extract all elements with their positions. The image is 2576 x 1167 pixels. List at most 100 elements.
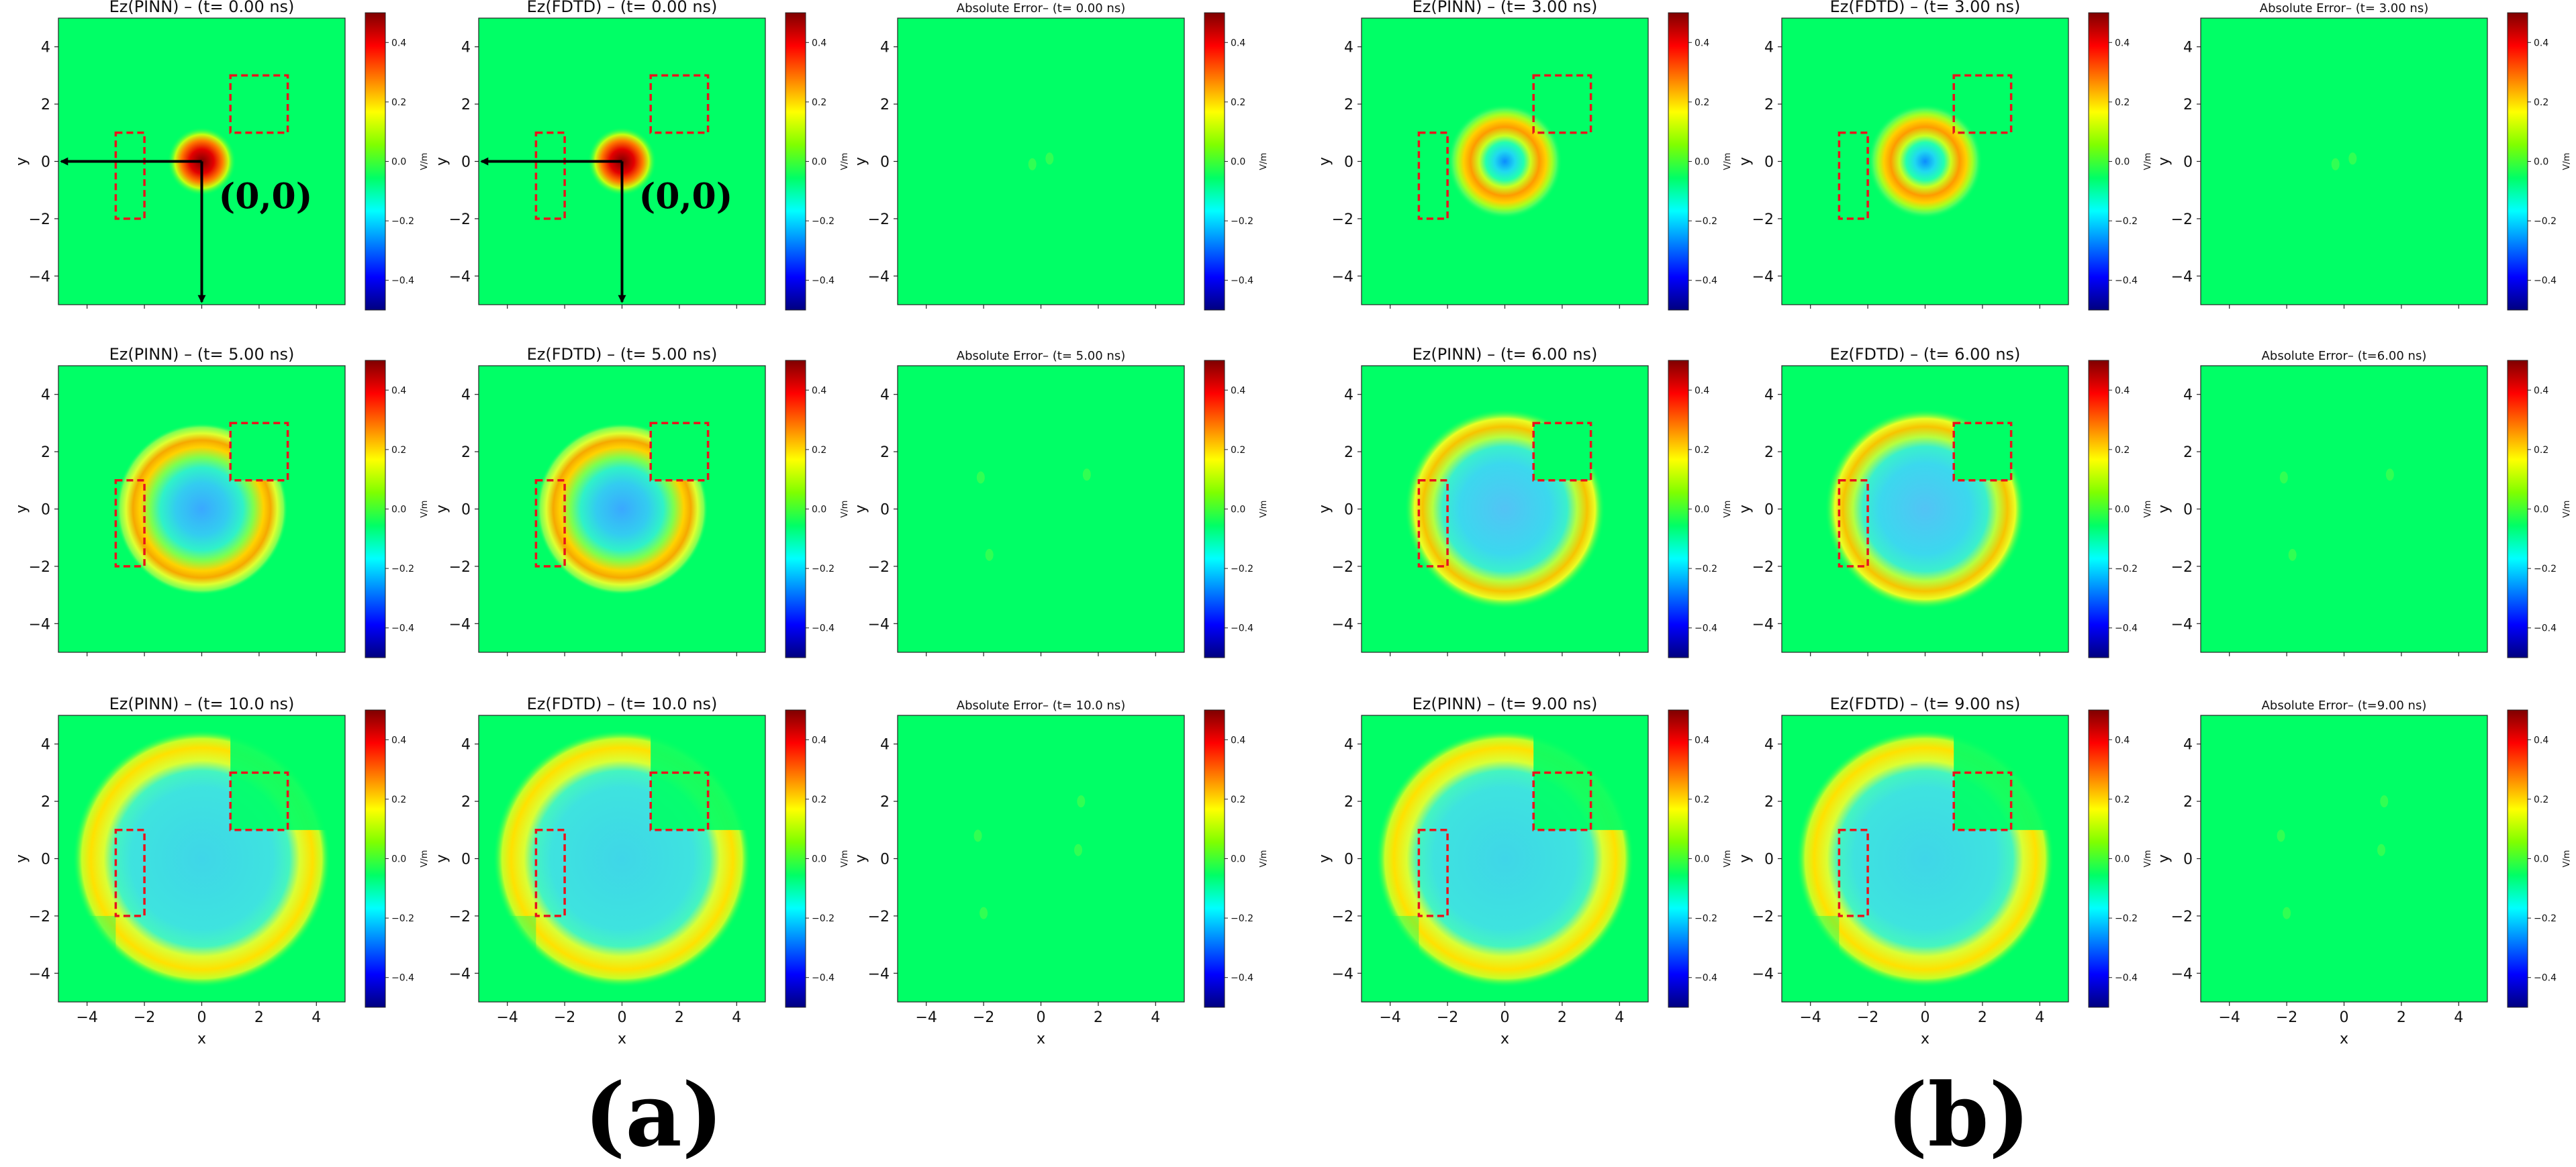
colorbar-tick-label: 0.4: [391, 735, 406, 746]
y-tick-label: −4: [1332, 616, 1353, 633]
colorbar-tick-label: −0.4: [2534, 276, 2557, 287]
y-tick-label: −4: [2171, 616, 2193, 633]
x-tick-label: 0: [618, 1009, 627, 1026]
x-tick-label: 0: [1037, 1009, 1046, 1026]
x-tick-label: −2: [554, 1009, 575, 1026]
panel-title: Ez(PINN) – (t= 5.00 ns): [109, 345, 295, 364]
y-tick-label: 4: [1764, 40, 1774, 56]
heatmap-panel-5: Ez(FDTD) – (t= 3.00 ns) 4 2 0 −2 −4 y 0.4 0.2 0.0…: [1737, 0, 2153, 311]
error-speck: [2348, 152, 2357, 165]
y-axis-label: y: [1737, 854, 1754, 863]
colorbar-tick-label: 0.4: [1695, 385, 1709, 396]
y-tick-label: −2: [449, 909, 471, 925]
scatter-shadow: [58, 915, 116, 1002]
heatmap-plot-area: [2201, 366, 2487, 652]
heatmap-panel-11: Ez(FDTD) – (t= 6.00 ns) 4 2 0 −2 −4 y 0.4 0.2 0.0…: [1737, 345, 2153, 658]
heatmap-panel-7: Ez(PINN) – (t= 5.00 ns) 4 2 0 −2 −4 y 0.4 0.2 0.0…: [13, 345, 430, 658]
heatmap-plot-area: [898, 715, 1184, 1002]
colorbar-tick-label: 0.0: [1231, 157, 1245, 168]
colorbar-tick-label: −0.4: [812, 973, 834, 984]
scatter-shadow: [1782, 915, 1840, 1002]
y-tick-label: −4: [29, 616, 50, 633]
region-box-1: [1838, 479, 1869, 568]
y-tick-label: −4: [868, 268, 890, 285]
heatmap-panel-2: Ez(FDTD) – (t= 0.00 ns) 4 2 0 −2 −4 y 0.4 0.2 0.0…: [434, 0, 850, 311]
region-box-1: [114, 132, 146, 220]
colorbar-label: V/m: [840, 153, 850, 170]
heatmap-panel-12: Absolute Error– (t=6.00 ns) 4 2 0 −2 −4 y 0.4 0.…: [2156, 349, 2572, 658]
colorbar-tick-label: 0.4: [391, 385, 406, 396]
x-axis-label: x: [197, 1031, 206, 1048]
error-speck: [2279, 471, 2288, 484]
y-tick-label: 0: [1344, 154, 1353, 171]
x-tick-label: 4: [732, 1009, 741, 1026]
colorbar-tick-label: −0.4: [391, 973, 414, 984]
y-tick-label: 0: [1764, 502, 1774, 519]
error-speck: [973, 829, 982, 842]
scatter-shadow: [479, 915, 536, 1002]
y-axis-label: y: [434, 854, 450, 863]
heatmap-panel-1: Ez(PINN) – (t= 0.00 ns) 4 2 0 −2 −4 y 0.4 0.2 0.0…: [13, 0, 430, 311]
colorbar: [1204, 360, 1225, 658]
colorbar-label: V/m: [840, 850, 850, 868]
colorbar-label: V/m: [2143, 153, 2153, 170]
y-tick-label: 2: [461, 794, 471, 811]
y-tick-label: −4: [1752, 616, 1774, 633]
colorbar: [365, 709, 386, 1008]
y-tick-label: 0: [2183, 852, 2193, 868]
x-tick-label: −2: [2276, 1009, 2297, 1026]
colorbar-tick-label: 0.0: [2534, 505, 2548, 515]
y-tick-label: −4: [1332, 268, 1353, 285]
colorbar-tick-label: 0.0: [1695, 505, 1709, 515]
y-tick-label: 2: [880, 794, 890, 811]
colorbar-tick-label: −0.4: [391, 276, 414, 287]
scatter-shadow: [651, 423, 708, 480]
colorbar-tick-label: 0.2: [2115, 445, 2130, 456]
wavefront-ring: [1868, 104, 1983, 219]
colorbar: [785, 709, 806, 1008]
x-tick-label: 4: [2454, 1009, 2463, 1026]
y-tick-label: 0: [1344, 502, 1353, 519]
y-tick-label: −4: [2171, 966, 2193, 982]
y-tick-label: −4: [449, 966, 471, 982]
x-tick-label: −2: [134, 1009, 155, 1026]
error-speck: [2331, 158, 2340, 170]
panel-title: Absolute Error– (t= 3.00 ns): [2260, 1, 2428, 15]
y-tick-label: 4: [461, 387, 471, 404]
field-pattern: [1782, 715, 2068, 1002]
y-tick-label: −2: [29, 909, 50, 925]
field-pattern: [1362, 715, 1648, 1002]
y-tick-label: 2: [41, 444, 50, 461]
y-axis-label: y: [2156, 854, 2173, 863]
colorbar-tick-label: 0.4: [2534, 385, 2548, 396]
colorbar-tick-label: 0.2: [1695, 97, 1709, 108]
heatmap-panel-14: Ez(FDTD) – (t= 10.0 ns) 4 2 0 −2 −4 y −4 −2 0 2 4 x 0…: [434, 695, 850, 1048]
colorbar-tick-label: 0.0: [1231, 854, 1245, 865]
x-tick-label: 4: [312, 1009, 321, 1026]
x-tick-label: 2: [2397, 1009, 2406, 1026]
x-axis-label: x: [2340, 1031, 2348, 1048]
colorbar-tick-label: −0.4: [2115, 623, 2138, 634]
colorbar: [2507, 709, 2528, 1008]
x-tick-label: 4: [1615, 1009, 1624, 1026]
y-axis-label: y: [13, 854, 30, 863]
y-tick-label: 0: [880, 502, 890, 519]
colorbar-tick-label: 0.2: [2115, 795, 2130, 805]
y-tick-label: −2: [449, 211, 471, 228]
colorbar-tick-label: −0.2: [812, 913, 834, 924]
field-pattern: [2279, 468, 2394, 561]
colorbar-tick-label: 0.0: [2115, 505, 2130, 515]
colorbar-tick-label: 0.0: [2115, 157, 2130, 168]
region-box-2: [649, 421, 710, 482]
region-box-2: [229, 421, 289, 482]
panel-title: Ez(FDTD) – (t= 0.00 ns): [527, 0, 718, 16]
wavefront-ring: [1447, 104, 1562, 219]
error-speck: [1082, 468, 1091, 481]
colorbar: [365, 360, 386, 658]
y-tick-label: −2: [1332, 559, 1353, 576]
colorbar: [2507, 360, 2528, 658]
colorbar-tick-label: 0.2: [1231, 795, 1245, 805]
colorbar-tick-label: 0.4: [812, 38, 826, 48]
y-tick-label: 0: [880, 154, 890, 171]
y-tick-label: 0: [2183, 154, 2193, 171]
